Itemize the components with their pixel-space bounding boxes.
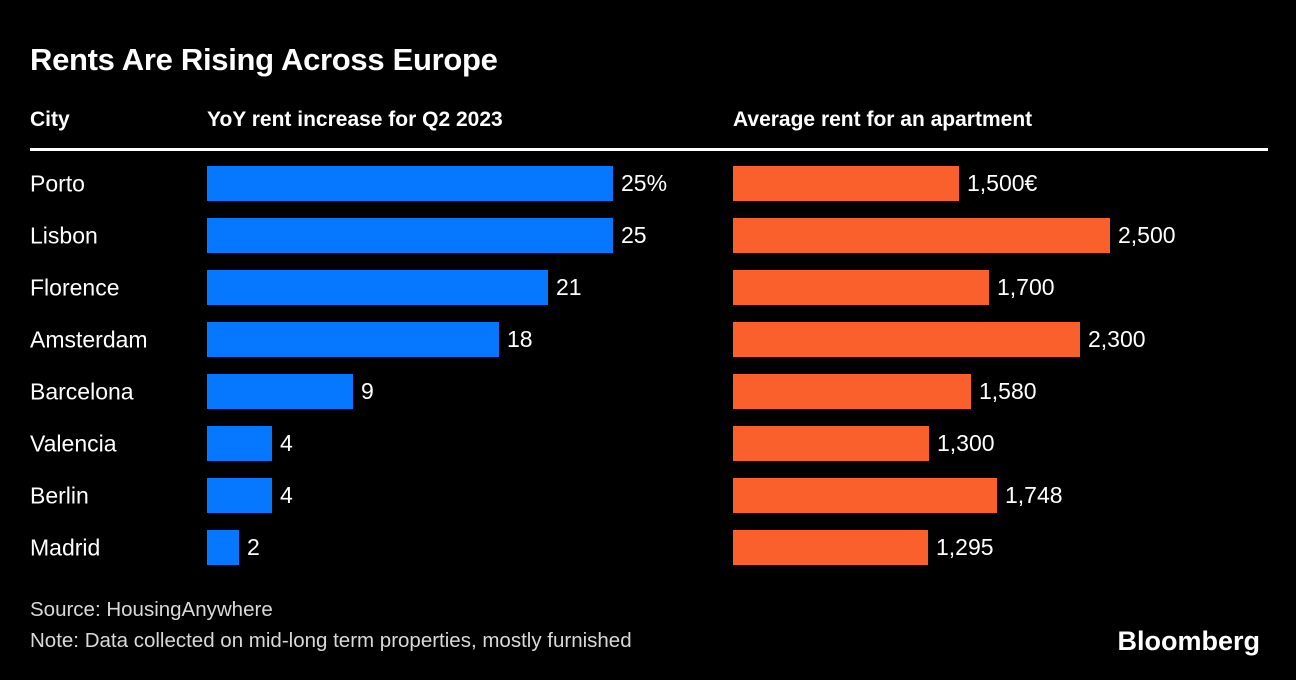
table-row: Porto 25% 1,500€ xyxy=(0,166,1296,201)
yoy-value: 4 xyxy=(280,482,293,508)
rent-bar xyxy=(733,374,971,409)
rent-bar-cell: 1,700 xyxy=(733,270,1055,305)
rent-bar-cell: 2,300 xyxy=(733,322,1146,357)
city-label: Lisbon xyxy=(30,222,98,248)
city-label: Madrid xyxy=(30,534,101,560)
city-label: Amsterdam xyxy=(30,326,148,352)
yoy-value: 21 xyxy=(556,274,582,300)
city-label: Valencia xyxy=(30,430,117,456)
yoy-bar xyxy=(207,530,239,565)
yoy-bar-cell: 21 xyxy=(207,270,582,305)
rent-bar xyxy=(733,218,1110,253)
yoy-value: 25 xyxy=(621,222,647,248)
rent-bar xyxy=(733,478,997,513)
rent-bar xyxy=(733,426,929,461)
table-row: Berlin 4 1,748 xyxy=(0,478,1296,513)
chart-rows: Porto 25% 1,500€ Lisbon 25 2,500 Flore xyxy=(0,166,1296,582)
yoy-bar-cell: 2 xyxy=(207,530,260,565)
rent-value: 1,700 xyxy=(997,274,1055,300)
bloomberg-logo: Bloomberg xyxy=(1117,626,1260,656)
yoy-bar-cell: 4 xyxy=(207,478,293,513)
table-row: Lisbon 25 2,500 xyxy=(0,218,1296,253)
yoy-bar xyxy=(207,166,613,201)
yoy-value: 18 xyxy=(507,326,533,352)
column-header-city: City xyxy=(30,108,70,131)
rent-bar xyxy=(733,322,1080,357)
table-row: Madrid 2 1,295 xyxy=(0,530,1296,565)
rent-bar-cell: 1,300 xyxy=(733,426,995,461)
rent-value: 2,300 xyxy=(1088,326,1146,352)
rent-bar-cell: 1,748 xyxy=(733,478,1063,513)
yoy-value: 25% xyxy=(621,170,668,196)
rent-value: 2,500 xyxy=(1118,222,1176,248)
yoy-bar xyxy=(207,374,353,409)
rent-bar-cell: 1,580 xyxy=(733,374,1037,409)
table-row: Florence 21 1,700 xyxy=(0,270,1296,305)
column-header-yoy: YoY rent increase for Q2 2023 xyxy=(207,108,503,131)
rent-value: 1,580 xyxy=(979,378,1037,404)
yoy-bar xyxy=(207,322,499,357)
rent-bar xyxy=(733,166,959,201)
table-row: Barcelona 9 1,580 xyxy=(0,374,1296,409)
yoy-bar-cell: 25 xyxy=(207,218,647,253)
rent-bar xyxy=(733,530,928,565)
yoy-bar-cell: 18 xyxy=(207,322,533,357)
yoy-bar xyxy=(207,478,272,513)
table-row: Valencia 4 1,300 xyxy=(0,426,1296,461)
city-label: Florence xyxy=(30,274,120,300)
yoy-bar xyxy=(207,426,272,461)
yoy-bar xyxy=(207,270,548,305)
note-text: Note: Data collected on mid-long term pr… xyxy=(30,629,632,652)
yoy-bar xyxy=(207,218,613,253)
yoy-value: 9 xyxy=(361,378,374,404)
yoy-bar-cell: 25% xyxy=(207,166,667,201)
yoy-value: 4 xyxy=(280,430,293,456)
rent-bar xyxy=(733,270,989,305)
rent-value: 1,500€ xyxy=(967,170,1038,196)
source-text: Source: HousingAnywhere xyxy=(30,598,273,621)
rent-bar-cell: 1,295 xyxy=(733,530,994,565)
rent-bar-cell: 2,500 xyxy=(733,218,1176,253)
yoy-bar-cell: 4 xyxy=(207,426,293,461)
header-divider xyxy=(30,148,1268,151)
city-label: Barcelona xyxy=(30,378,134,404)
yoy-value: 2 xyxy=(247,534,260,560)
city-label: Porto xyxy=(30,170,85,196)
city-label: Berlin xyxy=(30,482,89,508)
rent-bar-cell: 1,500€ xyxy=(733,166,1037,201)
rent-value: 1,295 xyxy=(936,534,994,560)
table-row: Amsterdam 18 2,300 xyxy=(0,322,1296,357)
rent-value: 1,300 xyxy=(937,430,995,456)
rent-value: 1,748 xyxy=(1005,482,1063,508)
yoy-bar-cell: 9 xyxy=(207,374,374,409)
page-title: Rents Are Rising Across Europe xyxy=(30,42,498,77)
column-header-rent: Average rent for an apartment xyxy=(733,108,1033,131)
